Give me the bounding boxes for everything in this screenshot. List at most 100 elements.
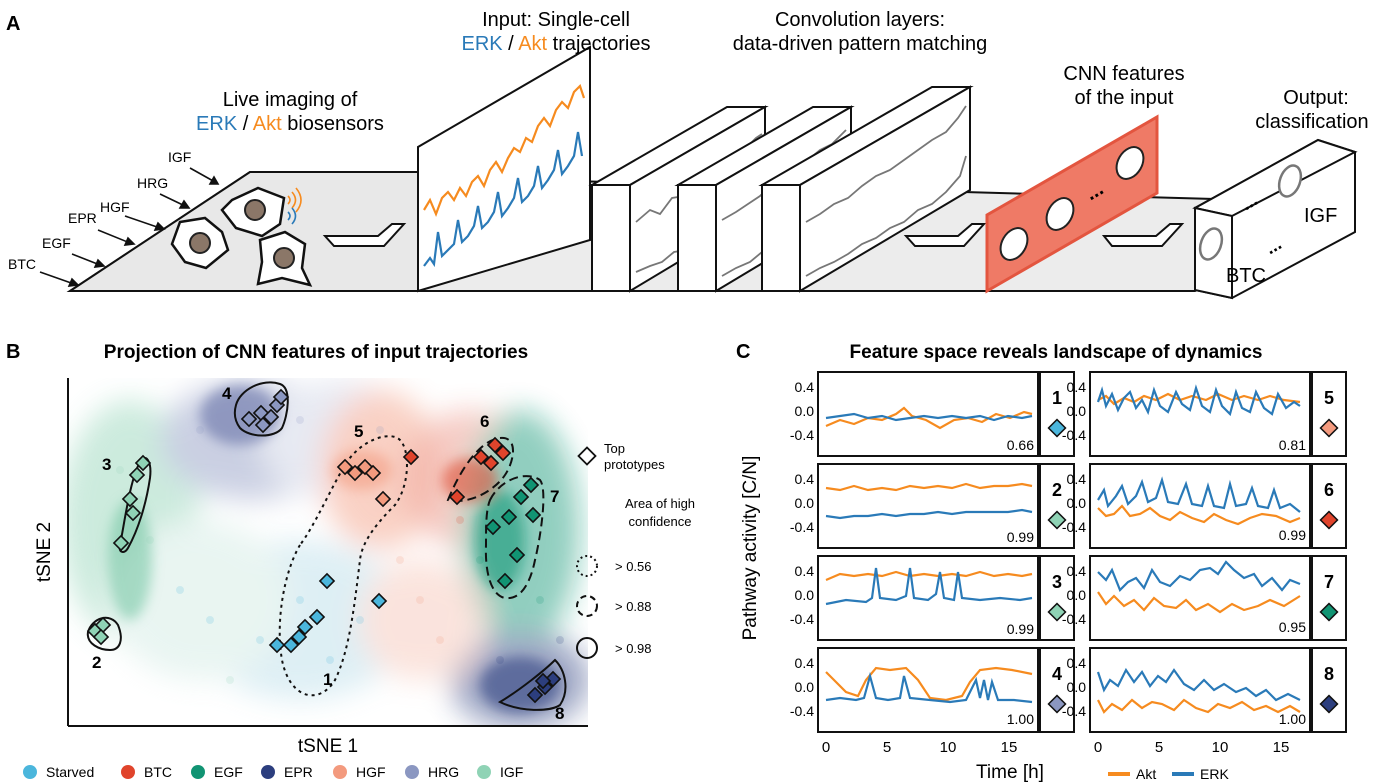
output-igf-label: IGF bbox=[1304, 205, 1337, 227]
ytick-r4r-2: 0.0 bbox=[1067, 679, 1087, 695]
ytick-r1-2: 0.0 bbox=[795, 403, 815, 419]
ytick-r3-3: -0.4 bbox=[790, 611, 814, 627]
input-erk-trace bbox=[423, 131, 584, 268]
ytick-r1-3: -0.4 bbox=[790, 427, 814, 443]
trace-panel-8-score: 1.00 bbox=[1279, 711, 1306, 727]
cell-1-nucleus bbox=[189, 232, 211, 254]
legend-area-line1: Area of high bbox=[625, 496, 695, 511]
trace-panel-7-id: 7 bbox=[1324, 572, 1334, 592]
ytick-r2-3: -0.4 bbox=[790, 519, 814, 535]
cluster-label-2: 2 bbox=[92, 653, 101, 672]
ligand-btc: BTC bbox=[8, 256, 36, 272]
trace-panel-2-frame bbox=[817, 463, 1039, 549]
xtick-left-15: 15 bbox=[1001, 739, 1018, 756]
cluster-label-1: 1 bbox=[323, 670, 332, 689]
prototypes-cluster-8 bbox=[526, 670, 562, 704]
ligand-hrg: HRG bbox=[137, 175, 168, 191]
prototypes-cluster-7 bbox=[484, 476, 542, 590]
trace-panel-3-erk bbox=[825, 567, 1033, 606]
xtick-left-5: 5 bbox=[883, 739, 891, 756]
ytick-r1r-2: 0.0 bbox=[1067, 403, 1087, 419]
x-ticks: 0 5 10 15 0 5 10 15 bbox=[822, 739, 1290, 756]
trace-panel-7-akt bbox=[1097, 591, 1301, 614]
ligand-igf: IGF bbox=[168, 149, 191, 165]
class-name-igf: IGF bbox=[500, 764, 523, 780]
ytick-r4-2: 0.0 bbox=[795, 679, 815, 695]
legend-contour-high bbox=[576, 637, 598, 659]
trace-panel-6-diamond bbox=[1319, 510, 1339, 530]
tsne-y-label: tSNE 2 bbox=[34, 522, 55, 582]
trace-panel-1-akt bbox=[825, 406, 1033, 430]
trace-panel-7-score: 0.95 bbox=[1279, 619, 1306, 635]
cluster-label-3: 3 bbox=[102, 455, 111, 474]
class-swatch-starved bbox=[23, 765, 37, 779]
panel-a: A IGF HRG HGF EPR EGF BTC bbox=[6, 9, 1369, 300]
cluster-label-4: 4 bbox=[222, 384, 232, 403]
cluster-label-7: 7 bbox=[550, 487, 559, 506]
trace-panel-3-score: 0.99 bbox=[1007, 621, 1034, 637]
trace-panel-4-id: 4 bbox=[1052, 664, 1062, 684]
flow-arrow-4 bbox=[1101, 223, 1185, 247]
ytick-r3r-1: 0.4 bbox=[1067, 563, 1087, 579]
class-swatch-igf bbox=[477, 765, 491, 779]
xtick-left-10: 10 bbox=[940, 739, 957, 756]
trace-panel-6-badge bbox=[1311, 463, 1347, 549]
cells bbox=[170, 186, 313, 287]
trace-panel-7-badge bbox=[1311, 555, 1347, 641]
trace-panel-5-diamond bbox=[1319, 418, 1339, 438]
trace-panel-1-score: 0.66 bbox=[1007, 437, 1034, 453]
prototypes-cluster-5 bbox=[336, 458, 392, 508]
ytick-r2-1: 0.4 bbox=[795, 471, 815, 487]
legend-top: Top bbox=[604, 441, 625, 456]
trace-panel-4-diamond bbox=[1047, 694, 1067, 714]
conv-layers bbox=[588, 85, 974, 293]
features-title-line2: of the input bbox=[1075, 87, 1174, 109]
trace-panel-2-score: 0.99 bbox=[1007, 529, 1034, 545]
class-name-starved: Starved bbox=[46, 764, 94, 780]
feature-node-2 bbox=[1045, 197, 1075, 231]
legend-prototype-icon bbox=[577, 446, 597, 466]
ytick-r1-1: 0.4 bbox=[795, 379, 815, 395]
contour-cluster-6 bbox=[446, 436, 514, 502]
flow-arrow-3 bbox=[903, 223, 987, 247]
trace-panel-3-badge bbox=[1039, 555, 1075, 641]
trace-panel-4-erk bbox=[825, 671, 1033, 704]
panel-c: C Feature space reveals landscape of dyn… bbox=[736, 341, 1347, 783]
ytick-r4-1: 0.4 bbox=[795, 655, 815, 671]
trace-panel-6-score: 0.99 bbox=[1279, 527, 1306, 543]
class-swatch-epr bbox=[261, 765, 275, 779]
class-name-hgf: HGF bbox=[356, 764, 386, 780]
trace-legend: Akt ERK bbox=[1108, 766, 1229, 782]
contour-cluster-7 bbox=[484, 475, 545, 600]
trace-panel-2-diamond bbox=[1047, 510, 1067, 530]
tsne-legend: Top prototypes Area of high confidence >… bbox=[576, 441, 695, 659]
ytick-r2r-1: 0.4 bbox=[1067, 471, 1087, 487]
trace-panel-5-score: 0.81 bbox=[1279, 437, 1306, 453]
trace-panel-5-id: 5 bbox=[1324, 388, 1334, 408]
trace-panel-6-akt bbox=[1097, 504, 1301, 526]
output-title-line2: classification bbox=[1255, 111, 1368, 133]
prototypes-cluster-6 bbox=[402, 436, 512, 506]
xtick-left-0: 0 bbox=[822, 739, 830, 756]
class-name-egf: EGF bbox=[214, 764, 243, 780]
trace-panel-1-id: 1 bbox=[1052, 388, 1062, 408]
panel-c-letter: C bbox=[736, 341, 750, 363]
ytick-r2-2: 0.0 bbox=[795, 495, 815, 511]
cluster-label-6: 6 bbox=[480, 412, 489, 431]
trace-panel-8-akt bbox=[1097, 698, 1301, 714]
input-title-line2: ERK / Akt trajectories bbox=[462, 33, 651, 55]
trace-panel-1-diamond bbox=[1047, 418, 1067, 438]
xtick-right-5: 5 bbox=[1155, 739, 1163, 756]
trace-panel-3-diamond bbox=[1047, 602, 1067, 622]
conv-title-line2: data-driven pattern matching bbox=[733, 33, 988, 55]
legend-erk-label: ERK bbox=[1200, 766, 1229, 782]
trace-panel-8-id: 8 bbox=[1324, 664, 1334, 684]
trace-panel-8-badge bbox=[1311, 647, 1347, 733]
signal-erk-icon bbox=[287, 207, 297, 225]
panel-c-x-label: Time [h] bbox=[976, 762, 1044, 783]
class-name-btc: BTC bbox=[144, 764, 172, 780]
class-swatch-egf bbox=[191, 765, 205, 779]
trace-panel-4-akt bbox=[825, 666, 1033, 702]
y-ticks: 0.4 0.0 -0.4 0.4 0.0 -0.4 0.4 0.0 -0.4 0… bbox=[790, 379, 1086, 719]
